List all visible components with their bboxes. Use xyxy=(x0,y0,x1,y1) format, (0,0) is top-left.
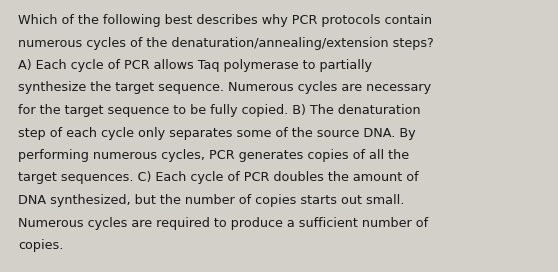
Text: target sequences. C) Each cycle of PCR doubles the amount of: target sequences. C) Each cycle of PCR d… xyxy=(18,172,418,184)
Text: performing numerous cycles, PCR generates copies of all the: performing numerous cycles, PCR generate… xyxy=(18,149,409,162)
Text: Numerous cycles are required to produce a sufficient number of: Numerous cycles are required to produce … xyxy=(18,217,428,230)
Text: numerous cycles of the denaturation/annealing/extension steps?: numerous cycles of the denaturation/anne… xyxy=(18,36,434,50)
Text: DNA synthesized, but the number of copies starts out small.: DNA synthesized, but the number of copie… xyxy=(18,194,405,207)
Text: Which of the following best describes why PCR protocols contain: Which of the following best describes wh… xyxy=(18,14,432,27)
Text: A) Each cycle of PCR allows Taq polymerase to partially: A) Each cycle of PCR allows Taq polymera… xyxy=(18,59,372,72)
Text: copies.: copies. xyxy=(18,239,64,252)
Text: for the target sequence to be fully copied. B) The denaturation: for the target sequence to be fully copi… xyxy=(18,104,421,117)
Text: synthesize the target sequence. Numerous cycles are necessary: synthesize the target sequence. Numerous… xyxy=(18,82,431,94)
Text: step of each cycle only separates some of the source DNA. By: step of each cycle only separates some o… xyxy=(18,126,416,140)
